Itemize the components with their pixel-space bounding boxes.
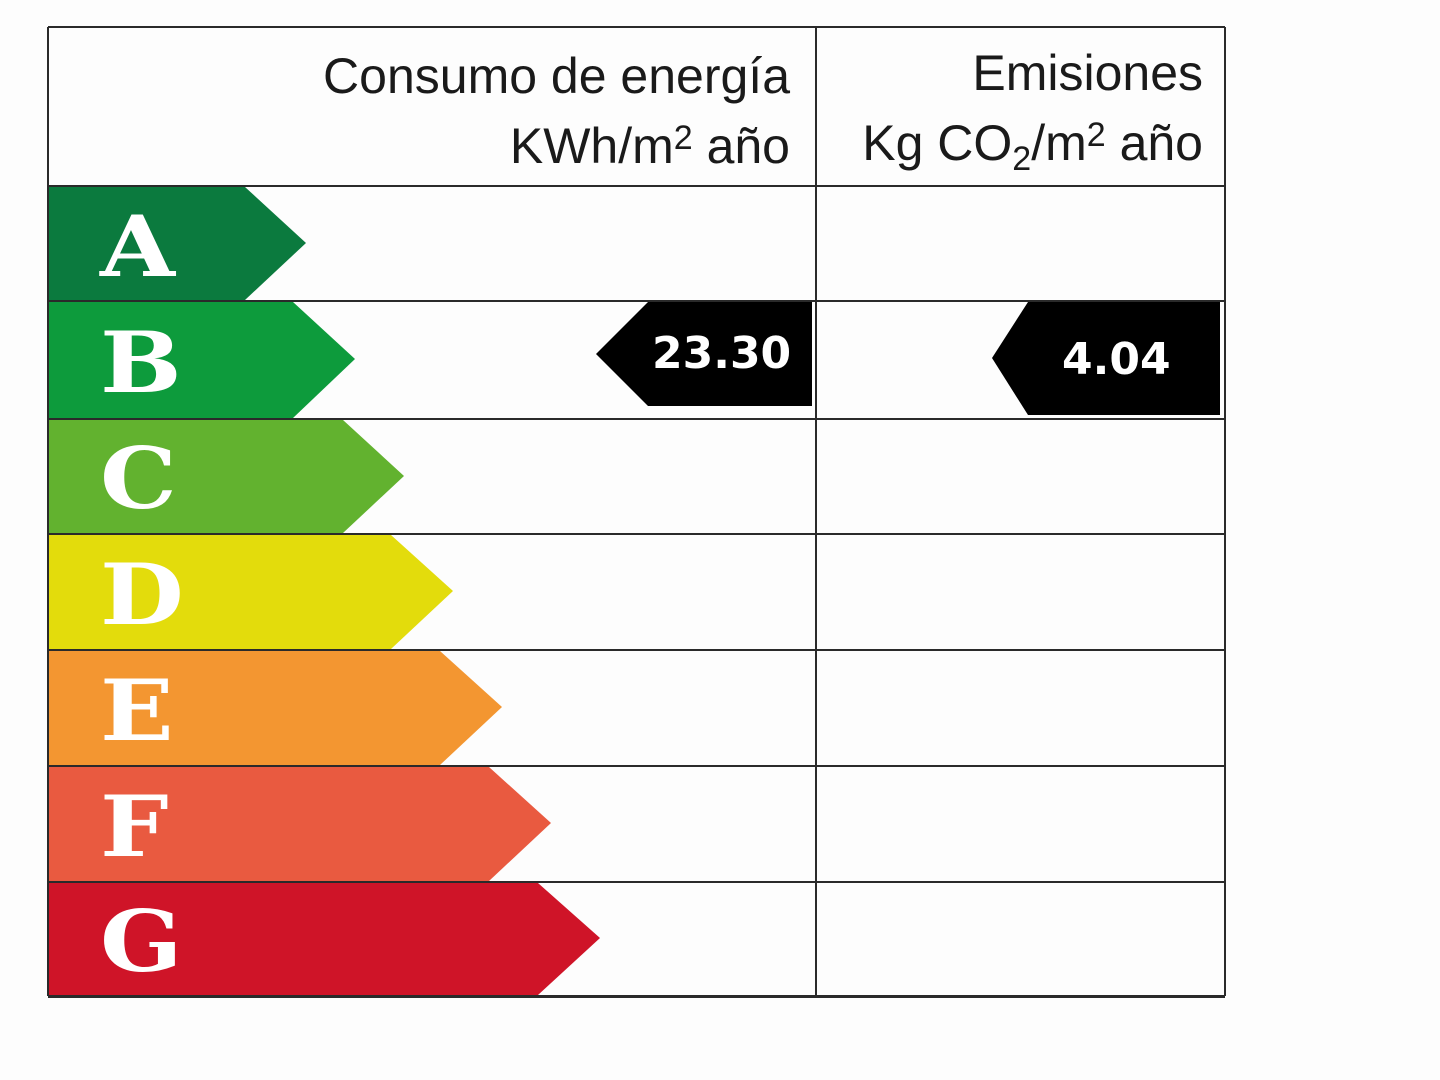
divider — [48, 26, 1225, 28]
energy-value: 23.30 — [652, 328, 792, 379]
rating-letter-d: D — [100, 545, 184, 644]
divider — [1224, 27, 1226, 996]
divider — [48, 649, 1225, 651]
energy-header-title: Consumo de energía — [323, 48, 790, 104]
rating-letter-a: A — [100, 197, 175, 296]
emissions-header-unit: Kg CO2/m2 año — [820, 104, 1203, 190]
rating-letter-c: C — [100, 429, 177, 528]
unit-text: KWh/m — [509, 118, 674, 174]
rating-bar-a — [49, 187, 306, 300]
divider — [48, 995, 1225, 998]
rating-bar-c — [49, 420, 404, 533]
emissions-value: 4.04 — [1062, 334, 1171, 385]
unit-sup: 2 — [673, 119, 693, 157]
rating-letter-b: B — [100, 313, 182, 412]
divider — [48, 881, 1225, 883]
unit-sub: 2 — [1012, 140, 1032, 178]
divider — [48, 765, 1225, 767]
emissions-header: Emisiones Kg CO2/m2 año — [820, 42, 1203, 190]
rating-bar-e — [49, 651, 502, 765]
rating-bar-d — [49, 535, 453, 649]
divider — [48, 533, 1225, 535]
unit-text: /m — [1031, 115, 1087, 171]
divider — [48, 185, 1225, 187]
energy-header: Consumo de energía KWh/m2 año — [200, 45, 790, 177]
unit-text: Kg CO — [862, 115, 1013, 171]
emissions-header-title: Emisiones — [972, 45, 1203, 101]
energy-value-pointer — [596, 302, 812, 406]
rating-letter-e: E — [100, 661, 174, 760]
emissions-value-pointer — [992, 302, 1220, 415]
divider — [47, 27, 49, 996]
unit-text: año — [1105, 115, 1203, 171]
energy-header-unit: KWh/m2 año — [200, 107, 790, 177]
divider — [48, 418, 1225, 420]
unit-text: año — [692, 118, 790, 174]
rating-letter-g: G — [100, 892, 183, 991]
rating-bar-b — [49, 302, 355, 418]
unit-sup: 2 — [1086, 116, 1106, 154]
divider — [815, 27, 817, 996]
rating-letter-f: F — [100, 777, 169, 876]
rating-bar-g — [49, 883, 600, 995]
divider — [48, 300, 1225, 302]
rating-bar-f — [49, 767, 551, 881]
